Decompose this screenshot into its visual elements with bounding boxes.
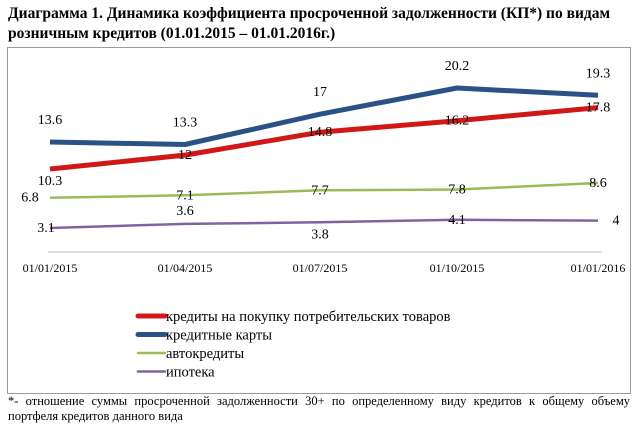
data-label: 6.8	[21, 191, 39, 206]
data-label: 3.8	[311, 227, 329, 242]
x-tick-label: 01/10/2015	[430, 261, 485, 275]
x-tick-label: 01/01/2015	[23, 261, 78, 275]
data-label: 3.1	[37, 221, 55, 236]
data-label: 10.3	[38, 174, 63, 189]
data-label: 8.6	[589, 176, 607, 191]
data-label: 14.8	[308, 125, 333, 140]
legend-label: кредитные карты	[166, 328, 272, 344]
data-label: 7.7	[311, 183, 329, 198]
data-label: 16.2	[445, 114, 470, 129]
data-label: 20.2	[445, 59, 470, 74]
data-label: 17.8	[586, 101, 611, 116]
legend-label: кредиты на покупку потребительских товар…	[166, 309, 451, 325]
data-label: 3.6	[176, 204, 194, 219]
data-label: 7.1	[176, 188, 194, 203]
data-label: 4.1	[448, 213, 466, 228]
data-label: 17	[313, 85, 327, 100]
series-line-0	[49, 105, 599, 172]
data-label: 13.6	[38, 113, 63, 128]
series-line-2	[49, 181, 599, 199]
chart-area	[7, 47, 631, 394]
chart-title: Диаграмма 1. Динамика коэффициента проср…	[8, 5, 611, 42]
data-label: 12	[178, 148, 192, 163]
x-tick-label: 01/07/2015	[293, 261, 348, 275]
legend-label: ипотека	[166, 365, 215, 381]
data-label: 4	[613, 214, 620, 229]
data-label: 13.3	[173, 115, 198, 130]
x-tick-label: 01/01/2016	[571, 261, 626, 275]
series-line-1	[49, 85, 599, 147]
x-tick-label: 01/04/2015	[158, 261, 213, 275]
legend-label: автокредиты	[166, 346, 244, 362]
series-line-3	[49, 218, 599, 230]
data-label: 19.3	[586, 66, 611, 81]
footnote: *- отношение суммы просроченной задолжен…	[8, 394, 630, 423]
data-label: 7.8	[448, 183, 466, 198]
